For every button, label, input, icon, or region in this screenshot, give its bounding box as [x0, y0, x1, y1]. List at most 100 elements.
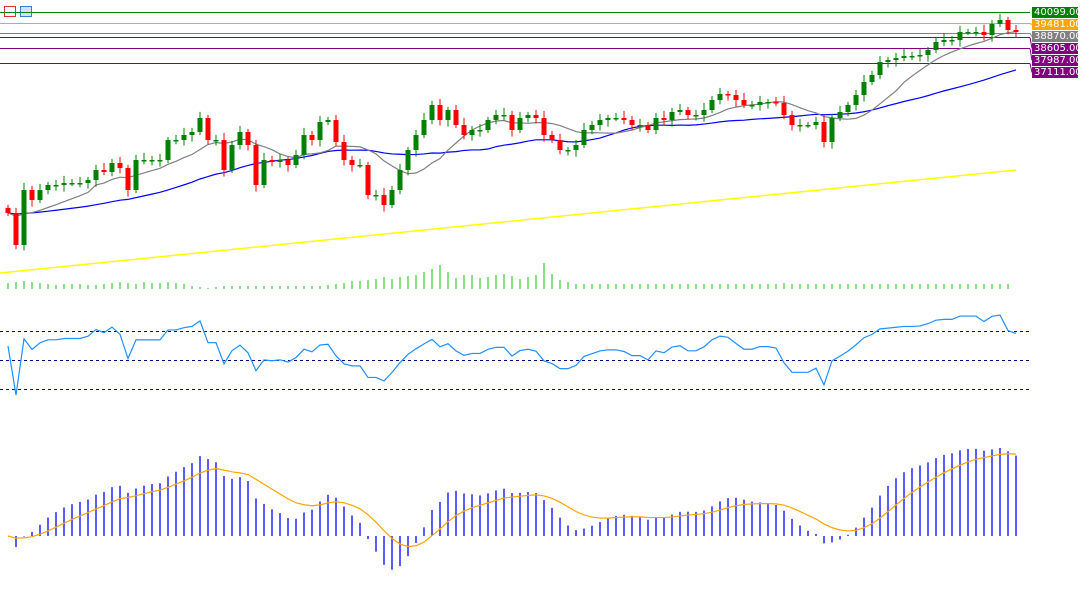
candle-up [301, 135, 307, 155]
candle-up [213, 140, 219, 142]
candle-up [477, 130, 483, 132]
candle-down [245, 131, 251, 145]
candle-down [453, 110, 459, 125]
candle-up [565, 150, 571, 152]
candle-up [189, 131, 195, 135]
candle-down [333, 120, 339, 142]
candle-down [741, 100, 747, 105]
candle-up [901, 56, 907, 59]
candle-up [973, 31, 979, 34]
candle-up [445, 110, 451, 120]
candle-up [605, 118, 611, 120]
candle-up [957, 31, 963, 40]
candle-up [237, 131, 243, 145]
candle-up [749, 105, 755, 107]
candle-up [693, 115, 699, 117]
candle-up [637, 125, 643, 127]
candle-down [5, 207, 11, 214]
candle-down [269, 160, 275, 162]
candle-up [53, 185, 59, 187]
candle-up [677, 110, 683, 112]
candle-up [293, 155, 299, 165]
candle-down [461, 125, 467, 135]
candle-up [861, 81, 867, 95]
candle-up [501, 115, 507, 117]
candle-down [557, 140, 563, 150]
price-level-connector [1029, 63, 1033, 73]
candle-up [709, 100, 715, 110]
candle-up [493, 115, 499, 120]
candle-up [261, 160, 267, 185]
candle-up [669, 111, 675, 120]
candle-up [845, 105, 851, 112]
candle-up [165, 140, 171, 160]
candle-up [597, 120, 603, 125]
candle-up [405, 150, 411, 170]
candle-up [965, 31, 971, 34]
candle-up [797, 125, 803, 127]
candle-up [581, 130, 587, 145]
candle-up [517, 118, 523, 130]
candle-up [909, 56, 915, 58]
candle-up [805, 125, 811, 127]
template-icon[interactable] [4, 6, 16, 17]
candle-down [685, 110, 691, 115]
candle-down [1013, 30, 1019, 32]
candle-up [525, 115, 531, 119]
candle-up [717, 93, 723, 100]
candle-down [221, 140, 227, 170]
macd-signal-line [7, 453, 1017, 548]
candle-down [821, 121, 827, 142]
candle-up [133, 160, 139, 190]
candle-up [589, 125, 595, 130]
ma-slow-line [0, 169, 1017, 274]
candle-down [549, 135, 555, 140]
price-level-label: 38605.00 [1032, 43, 1081, 54]
candle-down [101, 170, 107, 172]
candle-up [837, 111, 843, 119]
candle-up [149, 160, 155, 162]
candle-up [37, 190, 43, 200]
candle-down [1005, 20, 1011, 30]
price-level-label: 40099.00 [1032, 7, 1081, 18]
candle-up [997, 20, 1003, 24]
candle-up [229, 145, 235, 170]
candle-up [813, 121, 819, 125]
candle-down [629, 120, 635, 125]
candle-up [157, 160, 163, 162]
candle-up [853, 95, 859, 105]
price-level-connector [1029, 37, 1033, 49]
candle-down [253, 145, 259, 185]
candle-down [533, 115, 539, 119]
candle-up [93, 170, 99, 180]
candle-up [829, 118, 835, 142]
candle-down [541, 118, 547, 135]
candle-up [757, 101, 763, 105]
candle-up [653, 118, 659, 130]
candle-up [869, 75, 875, 82]
candle-up [317, 121, 323, 140]
candle-down [773, 101, 779, 104]
save-icon[interactable] [20, 6, 32, 17]
candle-up [877, 61, 883, 75]
candle-up [573, 145, 579, 150]
candle-up [765, 101, 771, 104]
candle-up [277, 160, 283, 162]
candle-up [917, 55, 923, 57]
candle-up [61, 183, 67, 185]
candle-down [661, 118, 667, 120]
candle-down [117, 163, 123, 169]
candle-up [941, 40, 947, 42]
candle-up [701, 110, 707, 115]
candle-down [349, 160, 355, 165]
candle-up [989, 23, 995, 35]
candle-down [365, 165, 371, 195]
candle-up [141, 160, 147, 162]
candle-down [205, 118, 211, 140]
candle-down [437, 105, 443, 120]
candle-down [645, 125, 651, 130]
candle-down [981, 31, 987, 35]
price-level-connector [1029, 33, 1033, 37]
candle-up [949, 40, 955, 42]
